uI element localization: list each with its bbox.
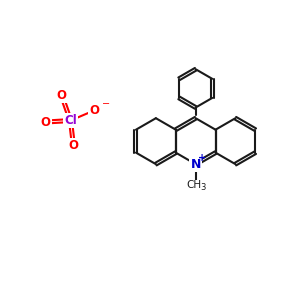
Text: Cl: Cl bbox=[64, 114, 77, 127]
Text: 3: 3 bbox=[201, 183, 206, 192]
Text: −: − bbox=[102, 99, 110, 110]
Text: O: O bbox=[57, 89, 67, 102]
Text: CH: CH bbox=[187, 180, 202, 190]
Text: O: O bbox=[40, 116, 50, 128]
Text: O: O bbox=[68, 139, 78, 152]
Text: +: + bbox=[198, 153, 206, 163]
Text: O: O bbox=[90, 104, 100, 117]
Text: N: N bbox=[190, 158, 201, 171]
